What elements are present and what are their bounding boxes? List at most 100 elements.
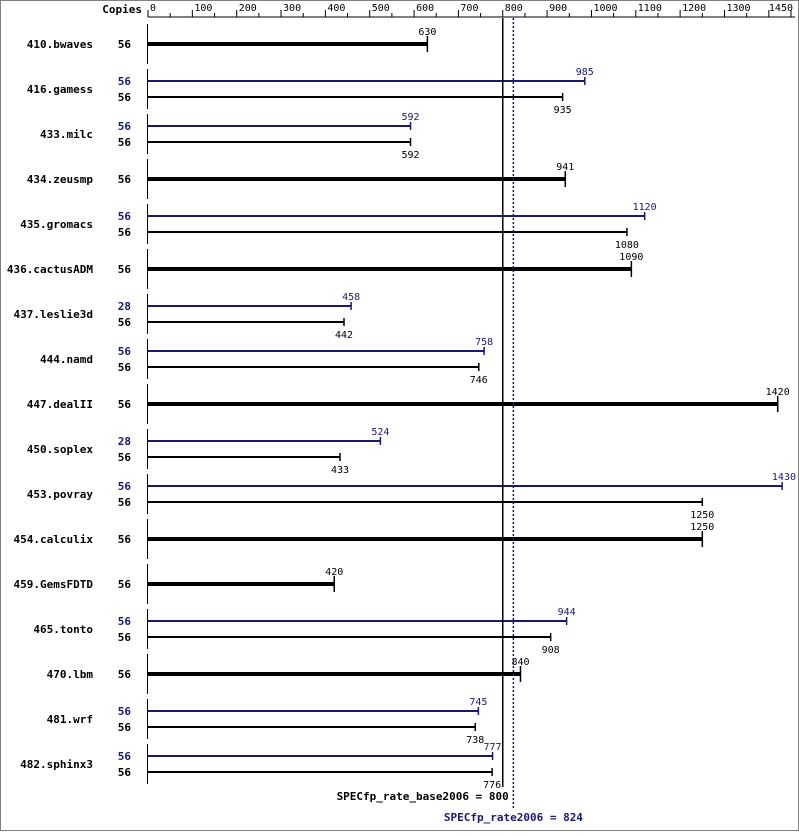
benchmark-name: 450.soplex (27, 443, 94, 456)
copies-value: 56 (118, 668, 132, 681)
x-tick-label: 900 (549, 3, 567, 14)
value-label: 776 (483, 780, 501, 791)
copies-value: 56 (118, 91, 132, 104)
copies-value: 56 (118, 721, 132, 734)
benchmark-row: 433.milc 56 592 56 592 (40, 112, 420, 161)
copies-value: 56 (118, 750, 132, 763)
copies-value: 56 (118, 615, 132, 628)
x-tick-label: 1300 (726, 3, 750, 14)
benchmark-name: 470.lbm (47, 668, 94, 681)
benchmark-name: 459.GemsFDTD (14, 578, 94, 591)
copies-value: 56 (118, 480, 132, 493)
copies-value: 28 (118, 435, 131, 448)
benchmark-name: 410.bwaves (27, 38, 93, 51)
benchmark-name: 454.calculix (14, 533, 94, 546)
benchmark-row: 470.lbm 56 840 (47, 654, 530, 694)
copies-value: 28 (118, 300, 131, 313)
benchmark-name: 434.zeusmp (27, 173, 94, 186)
copies-value: 56 (118, 345, 132, 358)
value-label: 1080 (615, 240, 639, 251)
value-label: 1250 (690, 510, 714, 521)
value-label: 1250 (690, 522, 714, 533)
benchmark-row: 454.calculix 56 1250 (14, 519, 714, 559)
value-label: 840 (511, 657, 529, 668)
base-reference-label: SPECfp_rate_base2006 = 800 (337, 790, 509, 803)
benchmark-name: 436.cactusADM (7, 263, 93, 276)
value-label: 941 (556, 162, 574, 173)
benchmark-name: 465.tonto (33, 623, 93, 636)
x-tick-label: 1100 (638, 3, 662, 14)
value-label: 1420 (766, 387, 790, 398)
benchmark-name: 444.namd (40, 353, 93, 366)
value-label: 758 (475, 337, 493, 348)
value-label: 420 (325, 567, 343, 578)
value-label: 908 (542, 645, 560, 656)
value-label: 738 (466, 735, 484, 746)
benchmark-rows: 410.bwaves 56 630 416.gamess 56 985 56 935 433.m… (7, 24, 796, 791)
copies-value: 56 (118, 496, 132, 509)
benchmark-row: 437.leslie3d 28 458 56 442 (14, 292, 361, 341)
benchmark-row: 436.cactusADM 56 1090 (7, 249, 643, 289)
copies-value: 56 (118, 210, 132, 223)
x-tick-label: 100 (194, 3, 212, 14)
benchmark-row: 459.GemsFDTD 56 420 (14, 564, 343, 604)
benchmark-name: 481.wrf (47, 713, 93, 726)
value-label: 745 (469, 697, 487, 708)
benchmark-row: 416.gamess 56 985 56 935 (27, 67, 594, 116)
x-tick-label: 400 (327, 3, 345, 14)
benchmark-row: 453.povray 56 1430 56 1250 (27, 472, 796, 521)
value-label: 777 (484, 742, 502, 753)
value-label: 1430 (772, 472, 796, 483)
copies-value: 56 (118, 361, 132, 374)
copies-value: 56 (118, 226, 132, 239)
benchmark-row: 447.dealII 56 1420 (27, 384, 790, 424)
benchmark-name: 482.sphinx3 (20, 758, 93, 771)
benchmark-name: 447.dealII (27, 398, 93, 411)
x-tick-label: 1000 (593, 3, 617, 14)
x-tick-label: 1200 (682, 3, 706, 14)
benchmark-row: 465.tonto 56 944 56 908 (33, 607, 575, 656)
benchmark-name: 416.gamess (27, 83, 93, 96)
x-tick-label: 200 (239, 3, 257, 14)
value-label: 592 (401, 150, 419, 161)
copies-value: 56 (118, 263, 132, 276)
x-tick-label: 600 (416, 3, 434, 14)
value-label: 944 (558, 607, 576, 618)
copies-value: 56 (118, 316, 132, 329)
x-tick-label: 0 (150, 3, 156, 14)
x-tick-label: 800 (505, 3, 523, 14)
x-tick-label: 500 (372, 3, 390, 14)
copies-value: 56 (118, 578, 132, 591)
value-label: 630 (418, 27, 436, 38)
benchmark-name: 433.milc (40, 128, 93, 141)
copies-value: 56 (118, 533, 132, 546)
benchmark-row: 410.bwaves 56 630 (27, 24, 436, 64)
copies-value: 56 (118, 38, 132, 51)
x-tick-label: 700 (460, 3, 478, 14)
copies-value: 56 (118, 398, 132, 411)
value-label: 433 (331, 465, 349, 476)
benchmark-name: 453.povray (27, 488, 94, 501)
value-label: 1090 (619, 252, 643, 263)
x-tick-label: 300 (283, 3, 301, 14)
value-label: 458 (342, 292, 360, 303)
peak-reference-label: SPECfp_rate2006 = 824 (444, 811, 583, 824)
value-label: 1120 (633, 202, 657, 213)
benchmark-row: 450.soplex 28 524 56 433 (27, 427, 390, 476)
benchmark-name: 435.gromacs (20, 218, 93, 231)
value-label: 935 (554, 105, 572, 116)
copies-value: 56 (118, 451, 132, 464)
reference-lines: SPECfp_rate_base2006 = 800 SPECfp_rate200… (337, 18, 583, 824)
copies-value: 56 (118, 136, 132, 149)
copies-value: 56 (118, 705, 132, 718)
benchmark-name: 437.leslie3d (14, 308, 93, 321)
copies-value: 56 (118, 766, 132, 779)
x-axis: 0 100 200 300 400 500 600 700 800 900 1000 1100 1200… (147, 3, 795, 18)
benchmark-row: 481.wrf 56 745 56 738 (47, 697, 488, 746)
benchmark-row: 482.sphinx3 56 777 56 776 (20, 742, 501, 791)
value-label: 442 (335, 330, 353, 341)
copies-header: Copies (102, 3, 142, 16)
